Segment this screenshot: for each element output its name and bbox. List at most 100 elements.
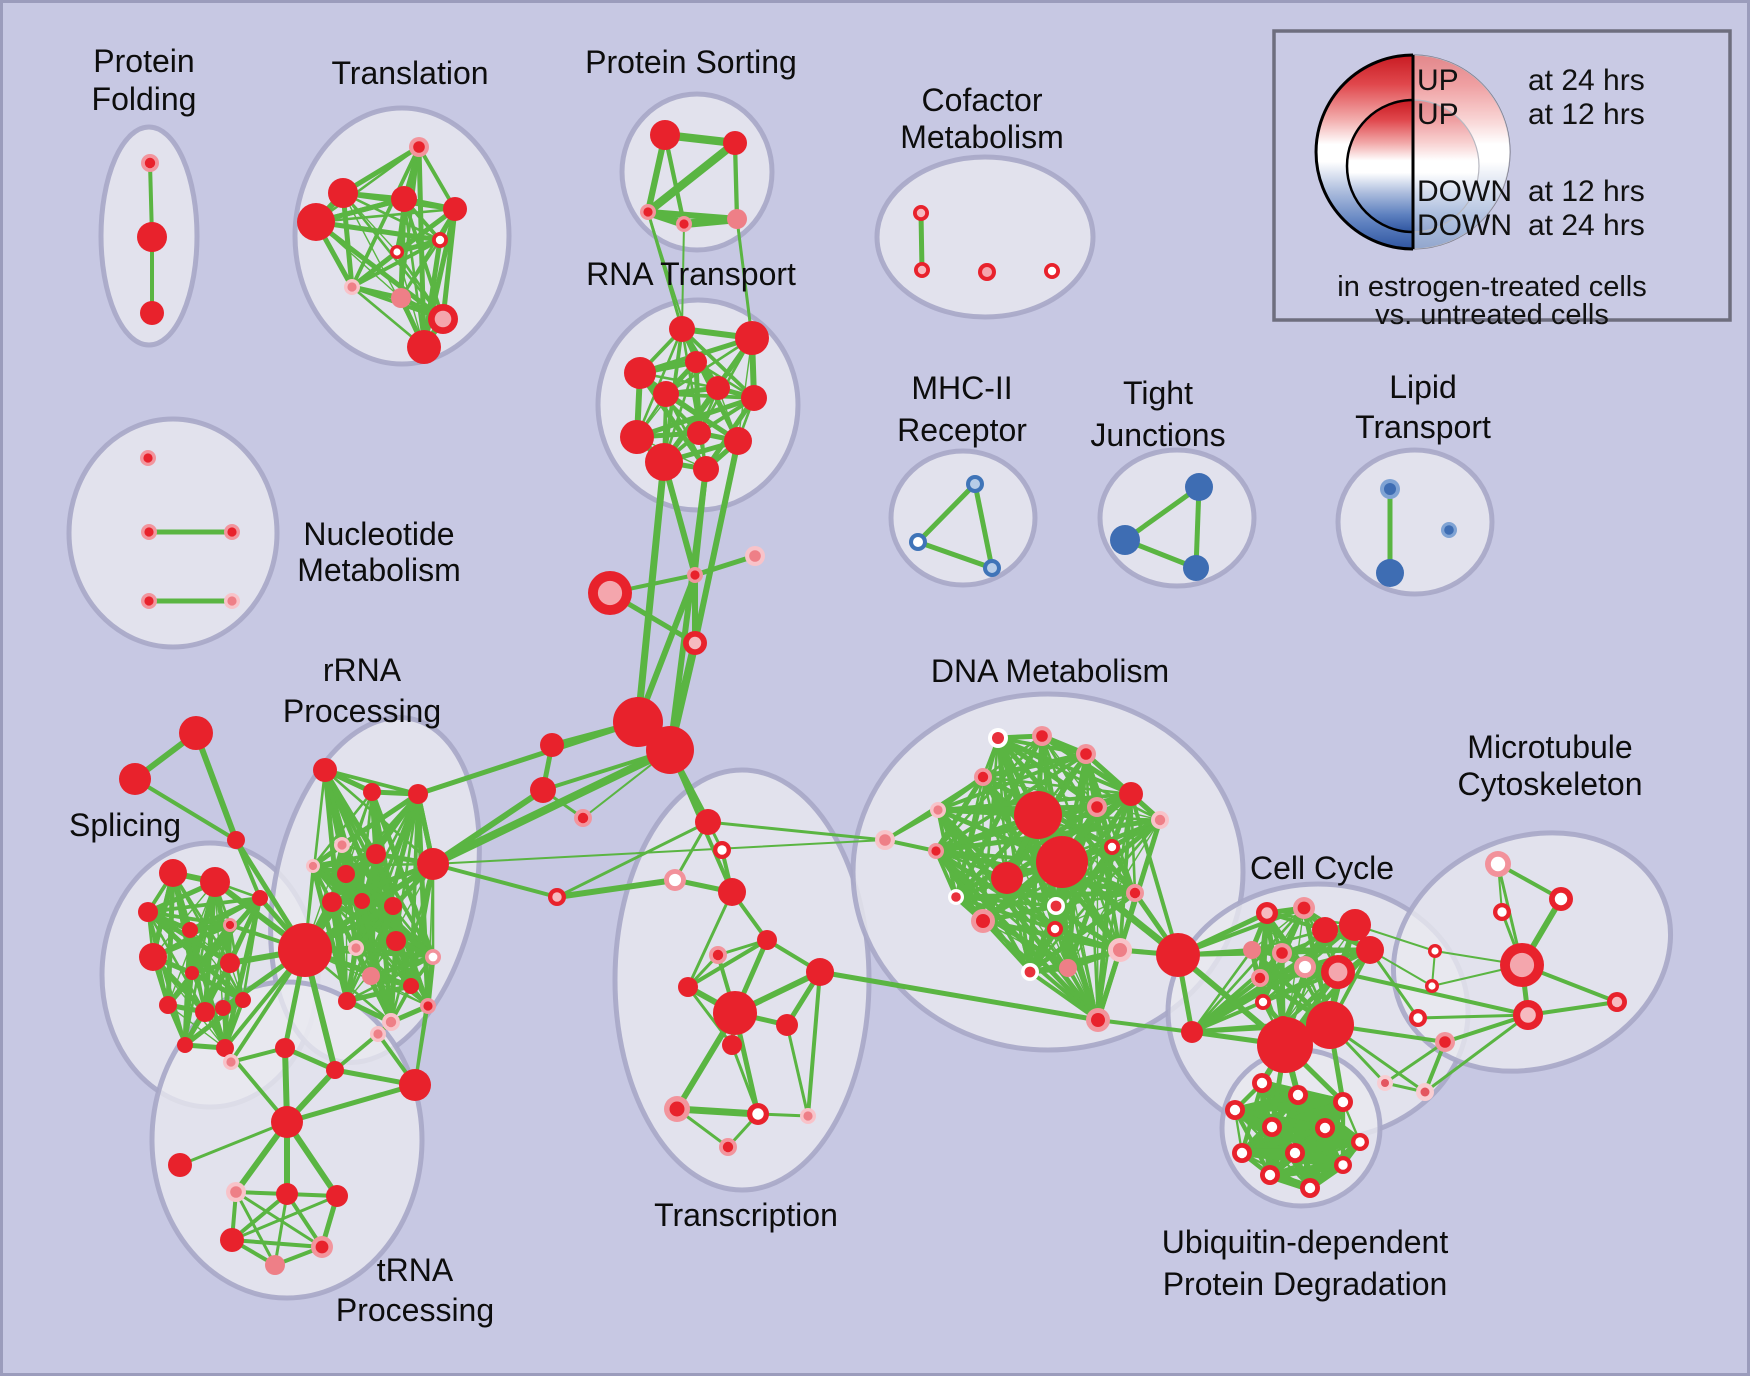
node-core [1428,982,1436,990]
node-core [423,1001,433,1011]
edge [555,820,710,899]
node [313,758,337,782]
node [678,977,698,997]
node [722,1035,742,1055]
cluster-hull-lt [1335,447,1495,597]
edge [431,862,559,899]
edge [1096,1018,1194,1034]
node-core [913,537,923,547]
edge [635,572,698,725]
legend-faded-half [1413,55,1510,249]
node-core [1520,1007,1536,1023]
node-core [225,920,235,930]
node-core [722,1141,734,1153]
cluster-label-pf: Protein [93,43,194,79]
node [540,733,564,757]
node-core [144,596,154,606]
node [646,726,694,774]
node [326,1185,348,1207]
edge [314,207,457,224]
node-core [752,1108,764,1120]
edge [735,217,754,340]
node-core [1050,924,1060,934]
edge [1280,948,1372,955]
node [275,1038,295,1058]
edge [1190,976,1262,1034]
node [195,1002,215,1022]
edge [785,1023,810,1118]
cluster-label-nm: Metabolism [297,552,461,588]
edge [432,839,886,865]
edge [311,790,374,868]
legend-caption-line1: in estrogen-treated cells [1337,271,1647,303]
node [362,967,380,985]
edge [415,719,641,797]
node [363,783,381,801]
node [338,992,356,1010]
node-core [803,1111,813,1121]
node [693,456,719,482]
node-core [1297,901,1311,915]
edge [981,919,1100,1022]
node-core [992,732,1004,744]
node [179,716,213,750]
node [1257,1017,1313,1073]
node [687,421,711,445]
node-core [1319,1122,1331,1134]
node-core [428,952,438,962]
cluster-label-sp: Splicing [69,807,181,843]
node [727,209,747,229]
node [669,316,695,342]
node [1243,941,1261,959]
node [645,443,683,481]
cluster-label-cf: Cofactor [922,82,1043,118]
node-core [1381,1079,1389,1087]
legend-down24-label: DOWN [1417,209,1512,242]
edge [165,895,263,1008]
edge [368,954,436,979]
edge [686,890,734,989]
edge [1095,947,1123,1023]
node-core [373,1029,383,1039]
edge [662,132,687,227]
edge [692,553,758,578]
node-core [434,310,452,328]
edge [182,997,246,1048]
edge [982,920,1069,969]
node-core [690,570,700,580]
edge [936,808,1032,974]
node [443,197,467,221]
legend-inner-left-arc [1345,98,1414,234]
node-core [1355,1137,1365,1147]
edge [680,327,756,400]
node [776,1014,798,1036]
edge [284,1082,418,1125]
node-core [1490,856,1506,872]
cluster-label-rt: RNA Transport [586,256,796,292]
node-core [916,208,926,218]
cluster-label-tj: Junctions [1090,417,1225,453]
node [399,1069,431,1101]
node [407,330,441,364]
node-core [347,282,357,292]
node-core [1554,892,1568,906]
node-core [597,580,623,606]
cluster-label-dn: DNA Metabolism [931,653,1169,689]
legend-down12-time: at 12 hrs [1528,175,1645,208]
edge [133,777,238,842]
edge [634,458,668,726]
node [695,809,721,835]
edge [686,938,769,989]
node [168,1153,192,1177]
node-core [144,527,154,537]
node-core [712,949,724,961]
legend-up12-label: UP [1417,98,1459,131]
node-core [717,845,727,855]
node [1181,1021,1203,1043]
cluster-hull-mh [888,448,1038,588]
node-core [435,235,445,245]
legend-caption-line2: vs. untreated cells [1375,299,1609,331]
edge [193,730,239,843]
edge [1095,844,1115,1023]
node [1036,836,1088,888]
